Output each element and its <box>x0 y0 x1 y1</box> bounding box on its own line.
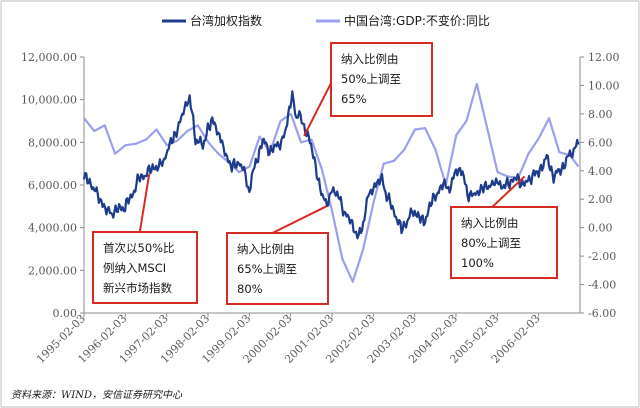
annotation-pointer <box>303 82 332 137</box>
annotation-text: 纳入比例由 <box>237 242 295 256</box>
legend-label-taiex: 台湾加权指数 <box>190 13 262 28</box>
y-tick-label-right: 0.00 <box>588 222 613 235</box>
y-tick-label-right: -4.00 <box>588 279 616 292</box>
y-tick-label-left: 2,000.00 <box>28 264 77 277</box>
series-line-taiex <box>82 90 580 240</box>
annotation-text: 80% <box>237 282 263 296</box>
annotation-text: 65%上调至 <box>237 262 297 276</box>
y-tick-label-left: 8,000.00 <box>28 136 77 149</box>
y-tick-label-left: 4,000.00 <box>28 222 77 235</box>
annotation-text: 例纳入MSCI <box>103 261 166 275</box>
annotation-pointer <box>272 205 327 234</box>
series-group <box>82 82 580 283</box>
annotation-text: 纳入比例由 <box>461 216 519 230</box>
annotation-text: 新兴市场指数 <box>103 281 172 295</box>
y-tick-label-right: 2.00 <box>588 193 613 206</box>
source-note: 资料来源：WIND，安信证券研究中心 <box>11 389 183 401</box>
y-tick-label-right: 4.00 <box>588 165 613 178</box>
annotation-text: 100% <box>461 256 494 270</box>
annotation-box <box>226 232 329 305</box>
annotation-text: 首次以50%比 <box>103 241 175 255</box>
y-tick-label-left: 12,000.00 <box>21 51 77 64</box>
annotation-text: 50%上调至 <box>341 72 401 86</box>
y-tick-label-left: 6,000.00 <box>28 179 77 192</box>
y-tick-label-right: -2.00 <box>588 250 616 263</box>
annotation-text: 65% <box>341 92 367 106</box>
annotation-text: 80%上调至 <box>461 236 521 250</box>
annotation-box <box>330 42 433 117</box>
annotation-pointer <box>138 174 151 233</box>
annotation-box <box>92 231 198 304</box>
y-tick-label-right: 10.00 <box>588 79 620 92</box>
y-tick-label-right: 8.00 <box>588 108 613 121</box>
series-line-gdp <box>83 82 580 283</box>
annotation-box <box>450 206 558 279</box>
annotation-text: 纳入比例由 <box>341 52 399 66</box>
y-tick-label-right: 12.00 <box>588 51 620 64</box>
y-tick-label-right: 6.00 <box>588 136 613 149</box>
legend: 台湾加权指数 中国台湾:GDP:不变价:同比 <box>162 13 490 28</box>
y-tick-label-left: 10,000.00 <box>21 94 77 107</box>
legend-label-gdp: 中国台湾:GDP:不变价:同比 <box>344 13 490 28</box>
y-tick-label-right: -6.00 <box>588 307 616 320</box>
y-tick-label-left: 0.00 <box>53 307 78 320</box>
